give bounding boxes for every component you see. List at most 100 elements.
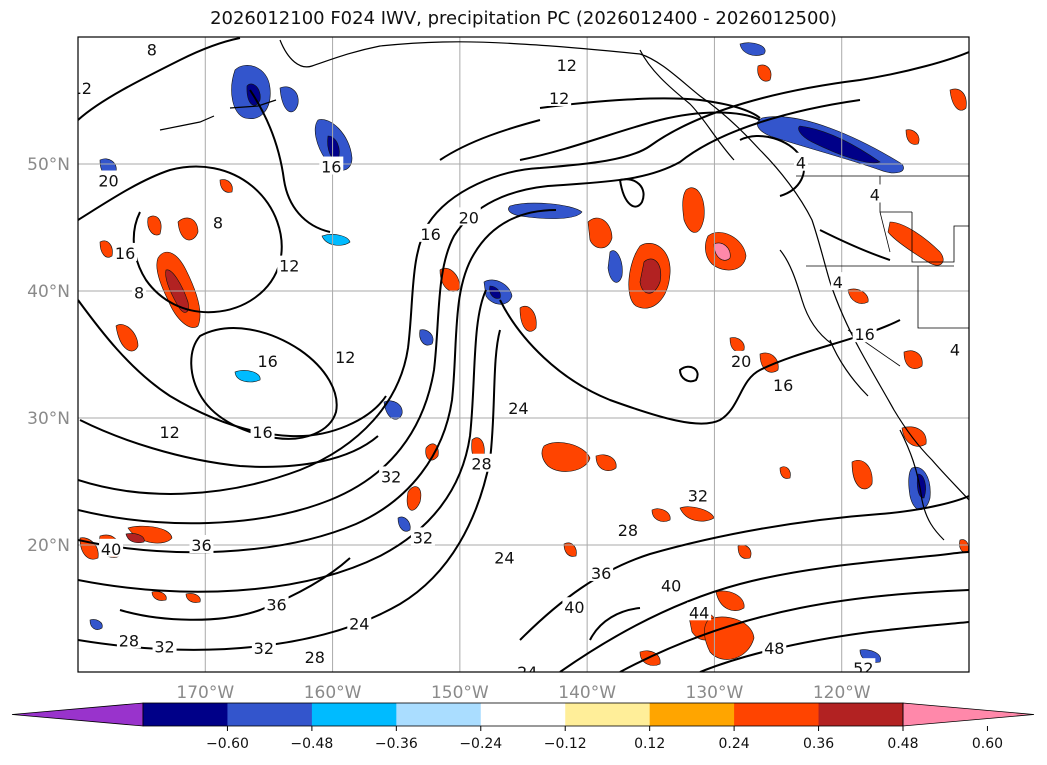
contour-label-halo: [851, 658, 876, 672]
contour-label: 28: [305, 648, 325, 667]
contour-label: 32: [413, 528, 433, 547]
contour-label-halo: [562, 597, 587, 616]
contour-label: 24: [494, 549, 514, 568]
contour-label: 36: [266, 596, 286, 615]
contour-label: 16: [257, 352, 277, 371]
colorbar-tick-label: −0.60: [206, 736, 249, 752]
contour-label: 8: [147, 41, 157, 60]
contour-label-halo: [410, 527, 435, 546]
contour-label-halo: [157, 421, 182, 440]
contour-label-halo: [379, 466, 404, 485]
colorbar-segment: [734, 703, 820, 726]
contour-label-halo: [264, 594, 289, 613]
contour-label-halo: [867, 184, 882, 203]
contour-label: 24: [349, 615, 369, 634]
contour-label-halo: [189, 535, 214, 553]
lat-label: 50°N: [27, 155, 70, 175]
contour-label: 16: [773, 376, 793, 395]
contour-label: 12: [557, 56, 577, 75]
lon-label: 150°W: [431, 683, 489, 703]
contour-label-halo: [685, 485, 710, 504]
contour-label-halo: [319, 156, 344, 175]
colorbar-segment: [311, 703, 397, 726]
colorbar-tick-label: 0.60: [972, 736, 1003, 752]
colorbar-segment: [818, 703, 904, 726]
colorbar-segment: [649, 703, 735, 726]
contour-label: 24: [517, 663, 537, 682]
contour-label: 16: [420, 225, 440, 244]
contour-label: 36: [591, 564, 611, 583]
contour-label-halo: [830, 272, 845, 291]
contour-label-halo: [250, 421, 275, 440]
colorbar-tick-label: 0.36: [803, 736, 834, 752]
colorbar-tick-label: −0.24: [459, 736, 502, 752]
contour-label: 16: [321, 158, 341, 177]
colorbar-segment: [565, 703, 651, 726]
contour-label-halo: [771, 374, 796, 393]
colorbar-tick-label: −0.12: [544, 736, 587, 752]
longitude-tick-labels: 170°W 160°W 150°W 140°W 130°W 120°W: [176, 683, 870, 703]
contour-label-halo: [762, 637, 787, 656]
lon-label: 130°W: [686, 683, 744, 703]
contour-label: 52: [853, 659, 873, 678]
contour-label-halo: [515, 662, 540, 672]
contour-label-halo: [302, 646, 327, 665]
lat-label: 30°N: [27, 409, 70, 429]
lon-label: 140°W: [558, 683, 616, 703]
contour-label: 12: [72, 79, 92, 98]
contour-label: 32: [381, 467, 401, 486]
contour-label: 28: [119, 631, 139, 650]
colorbar-tick-label: −0.48: [290, 736, 333, 752]
lon-label: 120°W: [813, 683, 871, 703]
contour-label-halo: [152, 636, 177, 655]
contour-label-halo: [78, 77, 94, 96]
contour-label: 16: [252, 423, 272, 442]
colorbar-extend-high: [902, 702, 1035, 727]
contour-label-halo: [251, 637, 276, 656]
colorbar-segment: [227, 703, 313, 726]
contour-label-halo: [96, 170, 121, 189]
contour-label-halo: [99, 538, 124, 557]
contour-label-halo: [116, 630, 141, 649]
contour-label-halo: [132, 282, 147, 301]
contour-label: 4: [833, 273, 843, 292]
contour-label-halo: [211, 212, 226, 231]
map-title: 2026012100 F024 IWV, precipitation PC (2…: [210, 8, 837, 29]
contour-label-halo: [947, 339, 962, 358]
contour-label: 4: [870, 185, 880, 204]
contour-label: 32: [688, 486, 708, 505]
colorbar-segment: [143, 703, 228, 726]
colorbar: −0.60 −0.48 −0.36 −0.24 −0.12 0.12 0.24 0.36 0.4…: [11, 702, 1035, 752]
iwv-contours: [78, 37, 969, 672]
contour-label-halo: [492, 547, 517, 566]
contour-label: 28: [618, 521, 638, 540]
contour-label-halo: [277, 255, 302, 274]
map-frame: [77, 36, 970, 673]
contour-label: 32: [154, 638, 174, 657]
contour-label: 32: [254, 639, 274, 658]
contour-label: 28: [471, 455, 491, 474]
colorbar-tick-label: 0.48: [887, 736, 918, 752]
contour-label: 20: [98, 172, 118, 191]
contour-label: 16: [854, 325, 874, 344]
contour-label: 40: [564, 598, 584, 617]
contour-label-halo: [469, 453, 494, 472]
contour-label: 36: [191, 536, 211, 555]
contour-label-halo: [589, 562, 614, 581]
colorbar-tick-label: −0.36: [375, 736, 418, 752]
lon-label: 160°W: [304, 683, 362, 703]
contour-label: 20: [459, 208, 479, 227]
contour-label-halo: [687, 602, 712, 621]
contour-label: 20: [731, 352, 751, 371]
precip-anomaly-shading: [79, 42, 969, 666]
contour-label-halo: [554, 54, 579, 73]
contour-label: 4: [950, 340, 960, 359]
contour-label: 12: [335, 348, 355, 367]
contour-label-halo: [347, 613, 372, 632]
contour-label-halo: [793, 152, 808, 171]
colorbar-segment: [480, 703, 566, 726]
contour-label: 48: [764, 639, 784, 658]
